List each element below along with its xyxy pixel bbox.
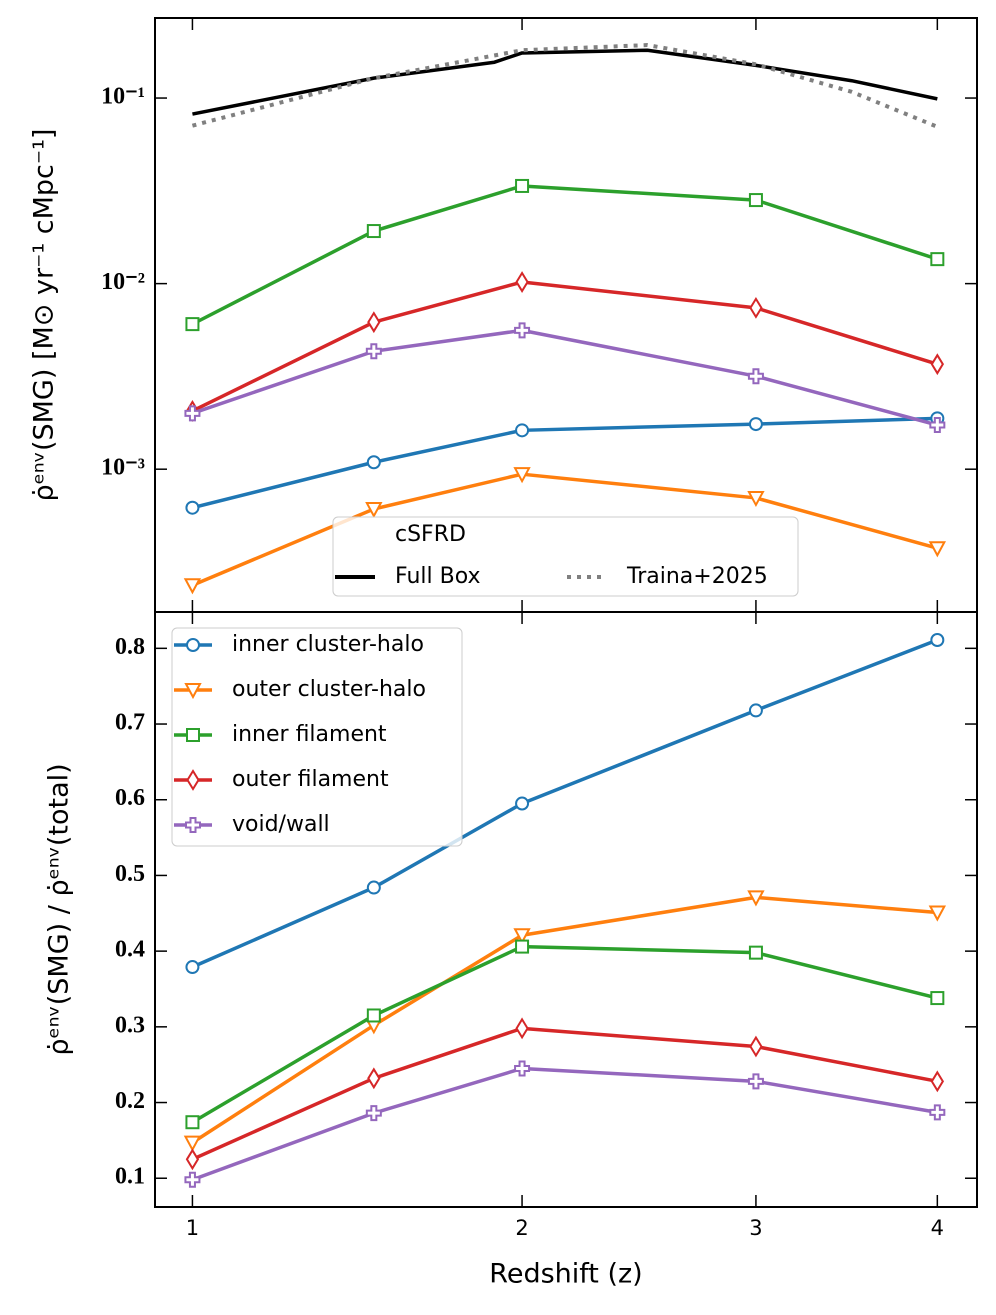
marker	[747, 1073, 764, 1090]
marker	[515, 1017, 529, 1040]
legend-box	[171, 627, 463, 847]
marker	[515, 271, 529, 293]
marker	[184, 1171, 201, 1188]
y-tick-label: 0.8	[115, 634, 145, 660]
marker	[928, 905, 947, 922]
marker	[513, 467, 531, 484]
legend: cSFRD Full Box Traina+2025	[332, 516, 799, 597]
marker	[747, 890, 765, 907]
legend-title: cSFRD	[395, 522, 466, 547]
marker	[367, 311, 381, 334]
marker	[748, 193, 763, 208]
marker	[747, 490, 765, 508]
marker	[185, 817, 201, 833]
series-line	[191, 43, 939, 129]
y-tick-label: 10⁻¹	[101, 84, 145, 110]
x-tick-label: 2	[515, 1216, 528, 1240]
marker	[515, 423, 530, 438]
marker	[186, 638, 200, 652]
y-tick-label: 0.4	[115, 937, 145, 963]
marker	[749, 1035, 763, 1058]
marker	[185, 1148, 200, 1171]
marker	[185, 960, 200, 975]
marker	[366, 880, 381, 895]
x-axis-label: Redshift (z)	[489, 1259, 642, 1290]
legend-label: void/wall	[232, 812, 330, 837]
marker	[366, 1008, 381, 1023]
marker	[185, 317, 200, 332]
y-tick-label: 0.6	[115, 785, 145, 811]
marker	[186, 769, 200, 791]
marker	[514, 1060, 531, 1077]
legend: inner cluster-halo outer cluster-halo inne…	[171, 627, 463, 847]
marker	[929, 417, 946, 434]
legend-label: inner cluster-halo	[232, 632, 424, 657]
marker	[930, 991, 945, 1006]
x-tick-label: 3	[749, 1216, 762, 1240]
marker	[365, 1105, 382, 1122]
marker	[184, 683, 202, 700]
marker	[515, 796, 530, 811]
series-line	[191, 328, 938, 427]
marker	[748, 703, 763, 718]
marker	[929, 1104, 946, 1121]
marker	[366, 455, 381, 470]
series-line	[191, 944, 938, 1124]
legend-box	[332, 516, 799, 597]
marker	[185, 1115, 200, 1130]
marker	[186, 728, 200, 742]
legend-label: Full Box	[395, 564, 481, 589]
marker	[365, 502, 383, 519]
y-tick-label: 10⁻³	[101, 455, 145, 481]
y-tick-label: 0.3	[115, 1012, 145, 1038]
legend-label: Traina+2025	[626, 564, 768, 589]
y-tick-label: 10⁻²	[101, 269, 145, 295]
legend-label: inner filament	[232, 722, 387, 747]
legend-label: outer cluster-halo	[232, 677, 426, 702]
marker	[365, 343, 382, 360]
x-tick-label: 4	[931, 1216, 944, 1240]
y-tick-label: 0.7	[115, 710, 145, 736]
marker	[748, 945, 763, 960]
series-line	[192, 416, 938, 510]
marker	[184, 405, 201, 422]
y-tick-label: 0.5	[115, 861, 145, 887]
plot-frame	[154, 611, 978, 1208]
series-line	[191, 1066, 938, 1182]
marker	[513, 928, 531, 945]
marker	[748, 417, 763, 432]
y-axis-label: ρ̇ᵉⁿᵛ(SMG) / ρ̇ᵉⁿᵛ(total)	[44, 763, 75, 1055]
marker	[367, 1067, 381, 1090]
marker	[747, 368, 764, 385]
series-line	[191, 280, 938, 413]
y-tick-label: 0.1	[115, 1164, 145, 1190]
y-tick-label: 0.2	[115, 1088, 145, 1114]
marker	[183, 578, 202, 595]
marker	[515, 178, 530, 193]
marker	[930, 1070, 945, 1093]
marker	[185, 500, 200, 515]
x-tick-label: 1	[186, 1216, 199, 1240]
marker	[514, 322, 531, 339]
marker	[749, 296, 763, 319]
y-axis-label: ρ̇ᵉⁿᵛ(SMG) [M⊙ yr⁻¹ cMpc⁻¹]	[29, 129, 60, 502]
legend-label: outer filament	[232, 767, 389, 792]
marker	[930, 353, 945, 376]
series-line	[192, 48, 938, 116]
series-line	[191, 895, 938, 1145]
marker	[515, 939, 530, 954]
series-line	[191, 184, 938, 326]
marker	[930, 633, 945, 648]
marker	[366, 224, 381, 239]
marker	[928, 541, 947, 558]
marker	[930, 252, 945, 267]
marker	[183, 1135, 202, 1152]
